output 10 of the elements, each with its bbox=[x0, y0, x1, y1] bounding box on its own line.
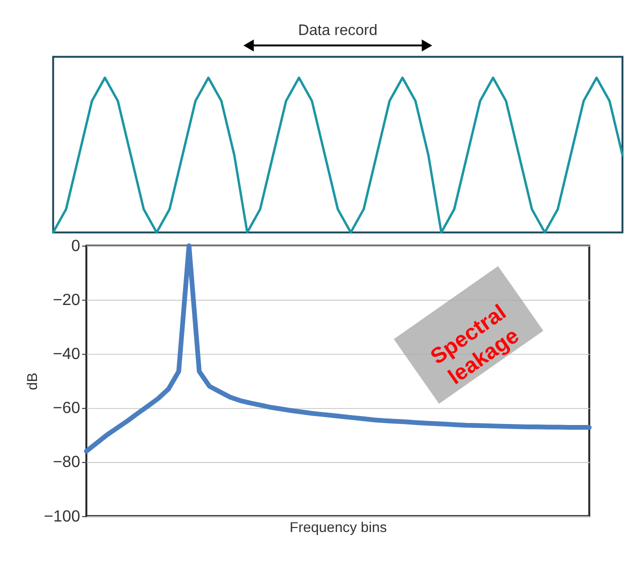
y-tick-label: −40 bbox=[52, 345, 80, 364]
y-tick-label: 0 bbox=[71, 236, 80, 255]
y-tick-label: −80 bbox=[52, 453, 80, 472]
text: Data record bbox=[298, 22, 378, 40]
x-axis-title: Frequency bins bbox=[290, 520, 387, 536]
y-tick-label: −60 bbox=[52, 399, 80, 418]
y-tick-label: −20 bbox=[52, 290, 80, 309]
line-series bbox=[84, 243, 592, 454]
y-axis-title: dB bbox=[25, 372, 42, 390]
y-tick-label: −100 bbox=[44, 507, 80, 526]
